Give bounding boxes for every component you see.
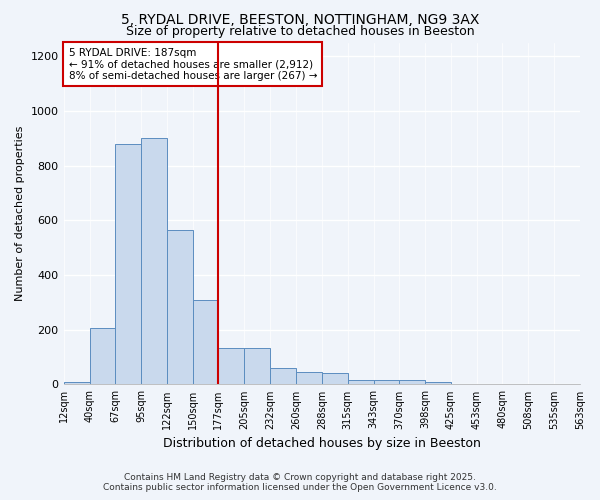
Bar [399,380,425,384]
X-axis label: Distribution of detached houses by size in Beeston: Distribution of detached houses by size … [163,437,481,450]
Y-axis label: Number of detached properties: Number of detached properties [15,126,25,301]
Text: 5 RYDAL DRIVE: 187sqm
← 91% of detached houses are smaller (2,912)
8% of semi-de: 5 RYDAL DRIVE: 187sqm ← 91% of detached … [69,48,317,81]
Bar [167,230,193,384]
Bar [425,382,451,384]
Bar [115,144,142,384]
Bar [64,382,90,384]
Bar [270,368,296,384]
Bar [374,380,399,384]
Bar [244,348,270,385]
Text: Size of property relative to detached houses in Beeston: Size of property relative to detached ho… [125,25,475,38]
Bar [347,380,374,384]
Bar [193,300,218,384]
Bar [90,328,115,384]
Bar [218,348,244,385]
Bar [142,138,167,384]
Text: 5, RYDAL DRIVE, BEESTON, NOTTINGHAM, NG9 3AX: 5, RYDAL DRIVE, BEESTON, NOTTINGHAM, NG9… [121,12,479,26]
Text: Contains HM Land Registry data © Crown copyright and database right 2025.
Contai: Contains HM Land Registry data © Crown c… [103,473,497,492]
Bar [322,374,347,384]
Bar [580,382,600,384]
Bar [296,372,322,384]
